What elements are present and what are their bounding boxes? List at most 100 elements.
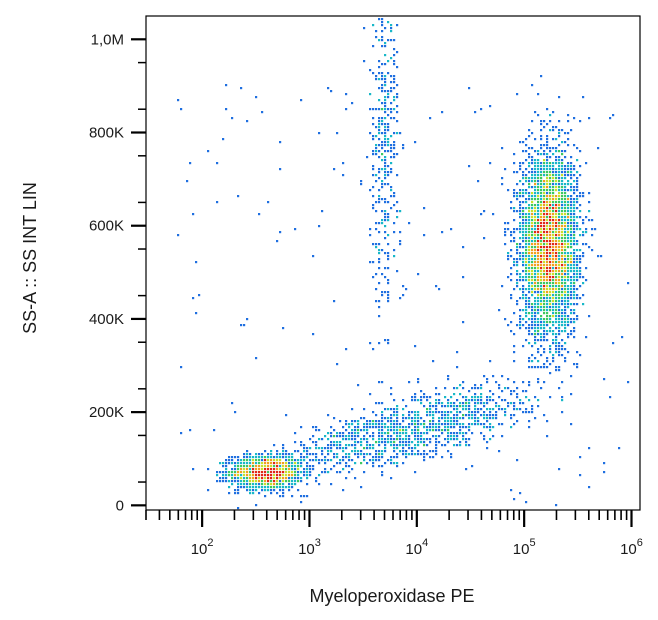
event-dot <box>375 420 378 423</box>
event-dot <box>522 213 525 216</box>
event-dot <box>462 387 465 390</box>
event-dot <box>516 171 519 174</box>
event-dot <box>537 198 540 201</box>
y-tick-label: 600K <box>89 218 124 235</box>
event-dot <box>396 465 399 468</box>
event-dot <box>567 138 570 141</box>
event-dot <box>531 120 534 123</box>
event-dot <box>564 189 567 192</box>
event-dot <box>432 423 435 426</box>
event-dot <box>423 456 426 459</box>
event-dot <box>282 462 285 465</box>
event-dot <box>513 162 516 165</box>
event-dot <box>312 255 315 258</box>
event-dot <box>552 237 555 240</box>
event-dot <box>498 309 501 312</box>
event-dot <box>534 357 537 360</box>
event-dot <box>222 462 225 465</box>
event-dot <box>561 273 564 276</box>
event-dot <box>576 303 579 306</box>
event-dot <box>393 60 396 63</box>
event-dot <box>528 297 531 300</box>
event-dot <box>378 441 381 444</box>
event-dot <box>342 489 345 492</box>
event-dot <box>270 471 273 474</box>
event-dot <box>378 138 381 141</box>
event-dot <box>570 261 573 264</box>
event-dot <box>372 276 375 279</box>
event-dot <box>552 180 555 183</box>
event-dot <box>567 324 570 327</box>
event-dot <box>393 414 396 417</box>
event-dot <box>534 288 537 291</box>
event-dot <box>258 474 261 477</box>
event-dot <box>522 285 525 288</box>
event-dot <box>327 444 330 447</box>
event-dot <box>579 165 582 168</box>
event-dot <box>546 330 549 333</box>
event-dot <box>399 444 402 447</box>
event-dot <box>414 453 417 456</box>
event-dot <box>501 399 504 402</box>
event-dot <box>546 240 549 243</box>
event-dot <box>252 477 255 480</box>
event-dot <box>540 255 543 258</box>
event-dot <box>279 489 282 492</box>
event-dot <box>552 240 555 243</box>
event-dot <box>465 399 468 402</box>
event-dot <box>267 453 270 456</box>
event-dot <box>588 201 591 204</box>
event-dot <box>243 477 246 480</box>
event-dot <box>549 306 552 309</box>
event-dot <box>390 420 393 423</box>
event-dot <box>576 189 579 192</box>
event-dot <box>564 216 567 219</box>
event-dot <box>270 483 273 486</box>
event-dot <box>381 72 384 75</box>
event-dot <box>357 432 360 435</box>
event-dot <box>582 231 585 234</box>
event-dot <box>558 306 561 309</box>
event-dot <box>534 264 537 267</box>
event-dot <box>555 204 558 207</box>
event-dot <box>531 192 534 195</box>
event-dot <box>219 462 222 465</box>
event-dot <box>270 462 273 465</box>
y-tick-label: 1,0M <box>91 31 124 48</box>
event-dot <box>564 309 567 312</box>
event-dot <box>531 345 534 348</box>
event-dot <box>276 474 279 477</box>
event-dot <box>372 423 375 426</box>
event-dot <box>570 174 573 177</box>
event-dot <box>282 480 285 483</box>
event-dot <box>555 255 558 258</box>
event-dot <box>393 399 396 402</box>
event-dot <box>549 258 552 261</box>
event-dot <box>564 297 567 300</box>
event-dot <box>573 210 576 213</box>
event-dot <box>537 207 540 210</box>
event-dot <box>411 441 414 444</box>
event-dot <box>549 261 552 264</box>
event-dot <box>588 210 591 213</box>
event-dot <box>246 120 249 123</box>
event-dot <box>303 444 306 447</box>
event-dot <box>468 402 471 405</box>
event-dot <box>546 225 549 228</box>
event-dot <box>558 312 561 315</box>
event-dot <box>558 282 561 285</box>
event-dot <box>543 276 546 279</box>
event-dot <box>378 465 381 468</box>
event-dot <box>396 429 399 432</box>
event-dot <box>564 192 567 195</box>
event-dot <box>237 471 240 474</box>
event-dot <box>222 474 225 477</box>
event-dot <box>561 309 564 312</box>
event-dot <box>261 486 264 489</box>
event-dot <box>522 195 525 198</box>
event-dot <box>537 243 540 246</box>
event-dot <box>294 228 297 231</box>
event-dot <box>513 258 516 261</box>
event-dot <box>477 387 480 390</box>
